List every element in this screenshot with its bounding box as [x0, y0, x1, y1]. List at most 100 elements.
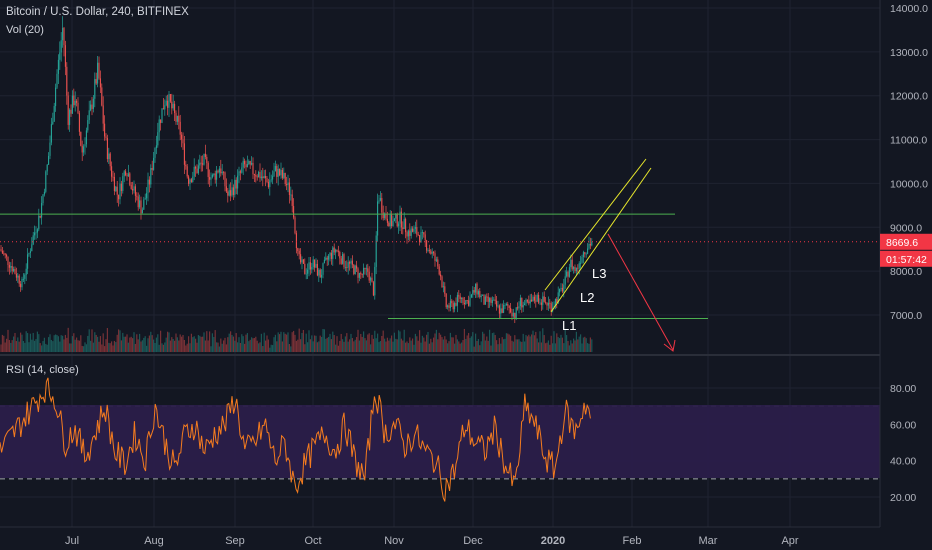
- candle-body: [580, 262, 582, 264]
- volume-bar: [358, 340, 360, 352]
- volume-bar: [297, 339, 299, 352]
- volume-bar: [416, 336, 418, 352]
- candle-body: [7, 256, 9, 266]
- volume-bar: [129, 337, 131, 352]
- candle-body: [500, 308, 502, 314]
- candle-body: [168, 94, 170, 108]
- rsi-tick-label: 40.00: [890, 456, 916, 468]
- volume-bar: [342, 339, 344, 352]
- volume-bar: [388, 340, 390, 352]
- time-tick-label: Aug: [144, 535, 164, 547]
- candle-body: [360, 272, 362, 275]
- candle-body: [298, 250, 300, 255]
- candle-body: [141, 209, 143, 214]
- candle-body: [266, 178, 268, 183]
- volume-bar: [161, 343, 163, 352]
- candle-body: [120, 183, 122, 191]
- candle-body: [484, 296, 486, 305]
- volume-bar: [413, 344, 415, 352]
- candle-body: [297, 248, 299, 251]
- volume-bar: [458, 341, 460, 352]
- candle-body: [36, 229, 38, 233]
- candle-body: [133, 186, 135, 191]
- volume-bar: [70, 343, 72, 352]
- volume-bar: [531, 334, 533, 352]
- candle-body: [129, 173, 131, 185]
- candle-body: [486, 296, 488, 298]
- volume-bar: [112, 345, 114, 352]
- candle-body: [294, 217, 296, 234]
- volume-bar: [333, 335, 335, 352]
- volume-bar: [136, 334, 138, 352]
- candle-body: [402, 227, 404, 230]
- rsi-band-fill: [0, 405, 880, 478]
- candle-body: [162, 108, 164, 110]
- volume-bar: [237, 342, 239, 352]
- volume-bar: [259, 342, 261, 352]
- volume-bar: [452, 337, 454, 352]
- rsi-legend[interactable]: RSI (14, close): [6, 364, 79, 376]
- volume-bar: [423, 337, 425, 352]
- volume-bar: [437, 339, 439, 352]
- volume-bar: [66, 337, 68, 352]
- last-price-tag: [880, 233, 932, 250]
- candle-body: [29, 251, 31, 253]
- candle-body: [302, 259, 304, 264]
- candle-body: [8, 265, 10, 268]
- candle-body: [105, 136, 107, 139]
- candle-body: [465, 300, 467, 305]
- volume-bar: [80, 335, 82, 352]
- volume-bar: [379, 341, 381, 352]
- volume-bar: [444, 336, 446, 352]
- candle-body: [238, 171, 240, 176]
- volume-bar: [244, 343, 246, 352]
- candle-body: [228, 190, 230, 196]
- volume-bar: [265, 340, 267, 352]
- volume-bar: [539, 331, 541, 352]
- volume-bar: [286, 334, 288, 352]
- candle-body: [293, 205, 295, 218]
- volume-bar: [188, 336, 190, 352]
- volume-bar: [385, 341, 387, 352]
- volume-bar: [84, 342, 86, 352]
- candle-body: [571, 259, 573, 270]
- volume-legend[interactable]: Vol (20): [6, 24, 44, 36]
- candle-body: [41, 203, 43, 218]
- volume-bar: [91, 329, 93, 352]
- volume-bar: [49, 334, 51, 352]
- volume-bar: [393, 332, 395, 352]
- candle-body: [504, 305, 506, 306]
- rsi-series: [0, 377, 591, 502]
- symbol-title[interactable]: Bitcoin / U.S. Dollar, 240, BITFINEX: [6, 6, 189, 18]
- volume-bar: [127, 342, 129, 352]
- volume-bar: [169, 340, 171, 352]
- candle-body: [477, 291, 479, 295]
- volume-bar: [409, 337, 411, 352]
- volume-bar: [504, 338, 506, 352]
- candle-body: [568, 267, 570, 277]
- candle-body: [221, 171, 223, 174]
- volume-bar: [287, 332, 289, 352]
- candle-body: [304, 263, 306, 274]
- rsi-tick-label: 80.00: [890, 383, 916, 395]
- volume-bar: [120, 340, 122, 352]
- volume-bar: [410, 340, 412, 352]
- candle-body: [578, 263, 580, 269]
- candle-body: [587, 248, 589, 254]
- volume-bar: [27, 333, 29, 352]
- volume-bar: [440, 334, 442, 352]
- volume-bar: [309, 339, 311, 352]
- volume-bar: [490, 345, 492, 352]
- time-tick-label: Nov: [384, 535, 404, 547]
- candle-body: [319, 269, 321, 278]
- candle-body: [354, 265, 356, 274]
- candle-body: [374, 266, 376, 296]
- candle-body: [407, 230, 409, 237]
- volume-bar: [325, 338, 327, 352]
- annotation-label-l3: L3: [592, 266, 606, 281]
- volume-bar: [391, 335, 393, 352]
- volume-bar: [293, 330, 295, 352]
- candle-body: [241, 167, 243, 173]
- candle-body: [570, 259, 572, 268]
